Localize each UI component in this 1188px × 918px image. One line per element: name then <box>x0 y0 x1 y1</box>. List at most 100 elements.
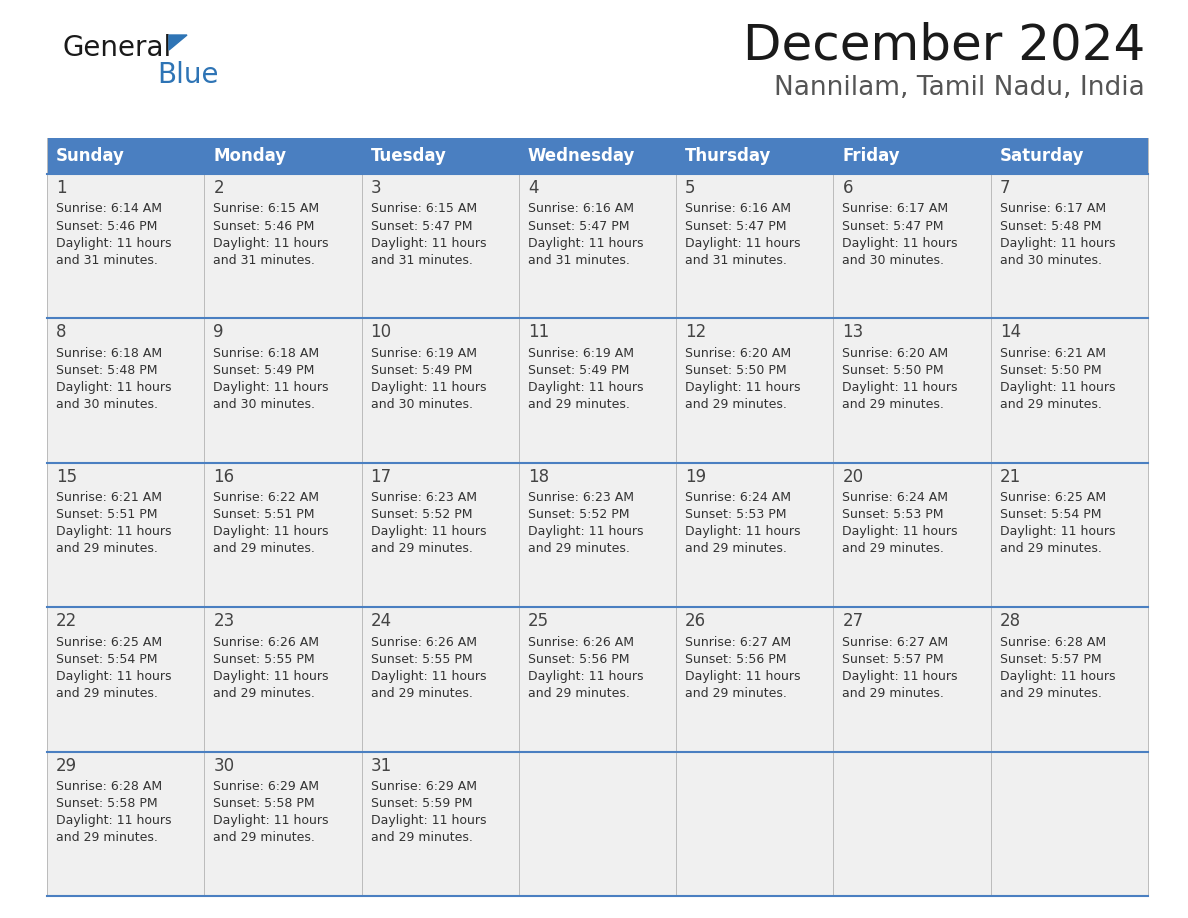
Text: Sunset: 5:50 PM: Sunset: 5:50 PM <box>685 364 786 377</box>
Text: Sunrise: 6:29 AM: Sunrise: 6:29 AM <box>214 780 320 793</box>
Text: Sunset: 5:49 PM: Sunset: 5:49 PM <box>214 364 315 377</box>
Text: 7: 7 <box>1000 179 1010 197</box>
Text: Sunrise: 6:16 AM: Sunrise: 6:16 AM <box>685 203 791 216</box>
Text: Sunrise: 6:19 AM: Sunrise: 6:19 AM <box>527 347 634 360</box>
Text: Sunrise: 6:23 AM: Sunrise: 6:23 AM <box>527 491 634 504</box>
Text: Sunset: 5:54 PM: Sunset: 5:54 PM <box>1000 509 1101 521</box>
Text: and 29 minutes.: and 29 minutes. <box>371 687 473 700</box>
Text: Sunset: 5:46 PM: Sunset: 5:46 PM <box>56 219 157 232</box>
Bar <box>48 752 204 896</box>
Text: Sunrise: 6:15 AM: Sunrise: 6:15 AM <box>371 203 476 216</box>
Text: Sunset: 5:54 PM: Sunset: 5:54 PM <box>56 653 158 666</box>
Text: Monday: Monday <box>214 147 286 165</box>
Text: 4: 4 <box>527 179 538 197</box>
Polygon shape <box>169 35 187 50</box>
Text: Sunset: 5:57 PM: Sunset: 5:57 PM <box>1000 653 1101 666</box>
Text: Sunset: 5:55 PM: Sunset: 5:55 PM <box>214 653 315 666</box>
Text: Daylight: 11 hours: Daylight: 11 hours <box>214 670 329 683</box>
Text: Daylight: 11 hours: Daylight: 11 hours <box>371 381 486 394</box>
Bar <box>48 174 204 319</box>
Bar <box>991 607 1148 752</box>
Text: Nannilam, Tamil Nadu, India: Nannilam, Tamil Nadu, India <box>775 75 1145 101</box>
Text: Daylight: 11 hours: Daylight: 11 hours <box>842 670 958 683</box>
Text: Sunset: 5:51 PM: Sunset: 5:51 PM <box>214 509 315 521</box>
Text: Sunrise: 6:19 AM: Sunrise: 6:19 AM <box>371 347 476 360</box>
Text: 31: 31 <box>371 756 392 775</box>
Text: and 29 minutes.: and 29 minutes. <box>527 543 630 555</box>
Bar <box>991 463 1148 607</box>
Text: Sunrise: 6:23 AM: Sunrise: 6:23 AM <box>371 491 476 504</box>
Text: Sunset: 5:56 PM: Sunset: 5:56 PM <box>685 653 786 666</box>
Bar <box>519 752 676 896</box>
Bar <box>361 319 519 463</box>
Text: Sunset: 5:58 PM: Sunset: 5:58 PM <box>214 797 315 810</box>
Bar <box>48 138 1148 174</box>
Text: General: General <box>62 34 171 62</box>
Text: Sunset: 5:50 PM: Sunset: 5:50 PM <box>1000 364 1101 377</box>
Text: and 31 minutes.: and 31 minutes. <box>214 253 315 266</box>
Text: Sunset: 5:59 PM: Sunset: 5:59 PM <box>371 797 472 810</box>
Text: Daylight: 11 hours: Daylight: 11 hours <box>371 237 486 250</box>
Text: 25: 25 <box>527 612 549 630</box>
Text: Sunrise: 6:29 AM: Sunrise: 6:29 AM <box>371 780 476 793</box>
Bar <box>834 174 991 319</box>
Text: 11: 11 <box>527 323 549 341</box>
Bar <box>361 607 519 752</box>
Text: Daylight: 11 hours: Daylight: 11 hours <box>56 670 171 683</box>
Text: Daylight: 11 hours: Daylight: 11 hours <box>1000 670 1116 683</box>
Text: Sunrise: 6:24 AM: Sunrise: 6:24 AM <box>842 491 948 504</box>
Text: Daylight: 11 hours: Daylight: 11 hours <box>214 237 329 250</box>
Text: and 29 minutes.: and 29 minutes. <box>842 687 944 700</box>
Bar <box>676 174 834 319</box>
Text: Sunset: 5:49 PM: Sunset: 5:49 PM <box>371 364 472 377</box>
Text: Daylight: 11 hours: Daylight: 11 hours <box>1000 525 1116 538</box>
Text: and 31 minutes.: and 31 minutes. <box>685 253 786 266</box>
Text: Daylight: 11 hours: Daylight: 11 hours <box>527 381 644 394</box>
Text: Sunrise: 6:28 AM: Sunrise: 6:28 AM <box>56 780 162 793</box>
Text: Wednesday: Wednesday <box>527 147 636 165</box>
Text: Sunrise: 6:25 AM: Sunrise: 6:25 AM <box>56 635 162 649</box>
Text: Daylight: 11 hours: Daylight: 11 hours <box>56 814 171 827</box>
Text: 29: 29 <box>56 756 77 775</box>
Text: Sunrise: 6:28 AM: Sunrise: 6:28 AM <box>1000 635 1106 649</box>
Bar <box>361 463 519 607</box>
Text: and 29 minutes.: and 29 minutes. <box>842 543 944 555</box>
Text: Sunrise: 6:26 AM: Sunrise: 6:26 AM <box>371 635 476 649</box>
Text: Sunset: 5:51 PM: Sunset: 5:51 PM <box>56 509 158 521</box>
Text: 2: 2 <box>214 179 223 197</box>
Text: Thursday: Thursday <box>685 147 771 165</box>
Text: and 31 minutes.: and 31 minutes. <box>371 253 473 266</box>
Text: Daylight: 11 hours: Daylight: 11 hours <box>527 237 644 250</box>
Bar <box>676 463 834 607</box>
Text: 18: 18 <box>527 468 549 486</box>
Text: Sunset: 5:50 PM: Sunset: 5:50 PM <box>842 364 944 377</box>
Text: and 29 minutes.: and 29 minutes. <box>1000 687 1101 700</box>
Text: and 29 minutes.: and 29 minutes. <box>1000 397 1101 411</box>
Text: Sunset: 5:52 PM: Sunset: 5:52 PM <box>527 509 630 521</box>
Text: Daylight: 11 hours: Daylight: 11 hours <box>842 381 958 394</box>
Text: 22: 22 <box>56 612 77 630</box>
Text: Sunrise: 6:14 AM: Sunrise: 6:14 AM <box>56 203 162 216</box>
Text: Sunset: 5:47 PM: Sunset: 5:47 PM <box>371 219 472 232</box>
Text: Sunset: 5:49 PM: Sunset: 5:49 PM <box>527 364 630 377</box>
Text: Sunset: 5:48 PM: Sunset: 5:48 PM <box>1000 219 1101 232</box>
Text: Daylight: 11 hours: Daylight: 11 hours <box>527 525 644 538</box>
Text: 13: 13 <box>842 323 864 341</box>
Bar <box>991 174 1148 319</box>
Bar <box>519 607 676 752</box>
Text: Tuesday: Tuesday <box>371 147 447 165</box>
Bar <box>991 319 1148 463</box>
Bar <box>204 607 361 752</box>
Bar <box>519 319 676 463</box>
Bar <box>834 463 991 607</box>
Text: and 29 minutes.: and 29 minutes. <box>371 831 473 844</box>
Bar <box>519 174 676 319</box>
Text: 14: 14 <box>1000 323 1020 341</box>
Text: 30: 30 <box>214 756 234 775</box>
Text: Sunset: 5:53 PM: Sunset: 5:53 PM <box>842 509 944 521</box>
Text: 28: 28 <box>1000 612 1020 630</box>
Text: and 29 minutes.: and 29 minutes. <box>527 397 630 411</box>
Text: Sunset: 5:48 PM: Sunset: 5:48 PM <box>56 364 158 377</box>
Text: and 29 minutes.: and 29 minutes. <box>56 831 158 844</box>
Bar <box>204 174 361 319</box>
